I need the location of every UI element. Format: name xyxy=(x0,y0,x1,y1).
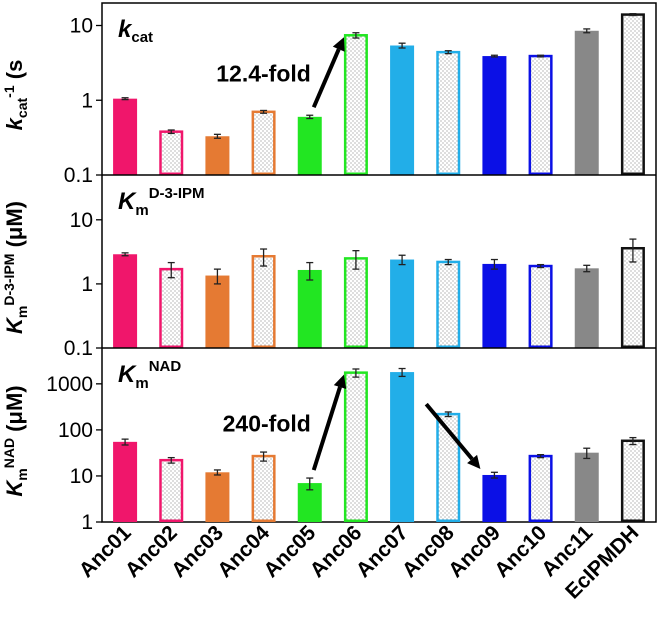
y-tick-label: 1 xyxy=(81,273,93,296)
panel-title: KmNAD xyxy=(118,358,181,392)
bar-anc06-km-d3ipm xyxy=(343,257,368,348)
bar-anc09-km-nad xyxy=(482,474,507,522)
annotation-label: 12.4-fold xyxy=(216,60,311,86)
bar-ecipmdh-km-nad xyxy=(620,439,645,523)
annotation-arrow xyxy=(311,48,341,109)
bar-anc11-kcat xyxy=(574,30,599,176)
y-tick-label: 100 xyxy=(58,419,93,442)
panel-title: kcat xyxy=(118,16,153,46)
bar-anc10-km-d3ipm xyxy=(528,264,553,349)
bar-anc05-km-d3ipm xyxy=(297,269,322,348)
y-tick-label: 0.1 xyxy=(64,164,93,187)
annotation-arrowhead xyxy=(333,374,347,389)
bar-anc03-km-d3ipm xyxy=(205,275,230,348)
annotation-label: 240-fold xyxy=(223,410,311,436)
bar-anc02-km-d3ipm xyxy=(159,267,184,348)
panel-title: KmD-3-IPM xyxy=(118,185,205,219)
y-tick-label: 10 xyxy=(70,209,93,232)
x-category-label: Anc07 xyxy=(352,521,413,582)
bar-anc09-kcat xyxy=(482,56,507,175)
x-category-label: Anc10 xyxy=(490,521,551,582)
bar-anc08-km-d3ipm xyxy=(436,260,461,349)
bar-anc07-kcat xyxy=(390,45,415,175)
bar-anc01-km-d3ipm xyxy=(113,254,138,348)
y-axis-label: KmD-3-IPM (μM) xyxy=(1,201,30,334)
annotation-arrowhead xyxy=(332,37,345,52)
x-category-label: Anc06 xyxy=(306,521,367,582)
x-category-label: Anc02 xyxy=(121,521,182,582)
bar-anc09-km-d3ipm xyxy=(482,263,507,348)
bar-anc07-km-nad xyxy=(390,372,415,522)
bar-anc01-km-nad xyxy=(113,441,138,522)
y-tick-label: 1000 xyxy=(46,373,93,396)
annotation-arrowhead xyxy=(467,454,481,469)
bar-anc07-km-d3ipm xyxy=(390,259,415,348)
bar-anc10-kcat xyxy=(528,54,553,175)
bar-anc11-km-nad xyxy=(574,452,599,522)
bar-anc03-km-nad xyxy=(205,472,230,522)
y-tick-label: 1 xyxy=(81,89,93,112)
bar-anc03-kcat xyxy=(205,136,230,175)
bar-anc08-kcat xyxy=(436,50,461,175)
bar-anc05-kcat xyxy=(297,116,322,175)
bar-anc04-kcat xyxy=(251,110,276,175)
bar-anc04-km-d3ipm xyxy=(251,255,276,348)
y-tick-label: 0.1 xyxy=(64,337,93,360)
bar-ecipmdh-kcat xyxy=(620,13,645,176)
annotation-arrow xyxy=(311,386,342,471)
bar-anc01-kcat xyxy=(113,98,138,175)
bar-anc02-kcat xyxy=(159,130,184,176)
y-axis-label: kcat-1 (s xyxy=(1,60,30,131)
bar-ecipmdh-km-d3ipm xyxy=(620,246,645,348)
plot-frame xyxy=(101,2,657,523)
bar-anc06-km-nad xyxy=(343,371,368,523)
bar-anc02-km-nad xyxy=(159,458,184,522)
bar-anc04-km-nad xyxy=(251,454,276,523)
annotation-arrow xyxy=(424,402,474,461)
bar-anc10-km-nad xyxy=(528,454,553,523)
x-category-label: Anc03 xyxy=(167,521,228,582)
bar-anc11-km-d3ipm xyxy=(574,268,599,348)
y-tick-label: 1 xyxy=(81,511,93,534)
y-axis-label: KmNAD (μM) xyxy=(1,385,30,496)
y-tick-label: 10 xyxy=(70,465,93,488)
bar-anc06-kcat xyxy=(343,34,368,175)
x-category-label: Anc09 xyxy=(444,521,505,582)
y-tick-label: 10 xyxy=(70,15,93,38)
